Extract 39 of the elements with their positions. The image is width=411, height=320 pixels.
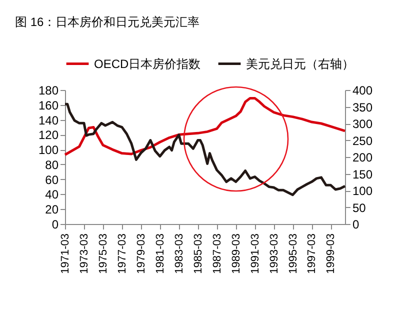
y-tick-label: 140 [38,113,59,128]
legend-label: 美元兑日元（右轴） [246,56,354,71]
x-tick-label: 1993-03 [268,234,280,274]
x-tick-label: 1973-03 [78,234,90,274]
line-series [64,96,346,156]
y-tick-label: 120 [38,128,59,142]
x-tick-label: 1983-03 [173,234,186,274]
x-tick-label: 1989-03 [230,234,242,274]
x-tick-label: 1977-03 [116,234,128,274]
y2-tick-label: 100 [352,184,373,198]
x-tick-label: 1991-03 [249,234,262,274]
x-tick-label: 1979-03 [135,234,148,274]
y2-tick-label: 200 [352,150,373,164]
chart-title: 图 16：日本房价和日元兑美元汇率 [15,15,200,29]
y2-tick-label: 50 [352,200,366,215]
x-tick-label: 1985-03 [192,234,204,274]
y2-tick-label: 250 [352,134,373,148]
x-tick-label: 1995-03 [287,234,300,274]
x-tick-label: 1975-03 [97,234,110,274]
y2-tick-label: 300 [352,117,373,131]
y-tick-label: 80 [45,158,59,172]
y-tick-label: 180 [38,84,59,98]
y-tick-label: 100 [38,143,59,158]
y2-tick-label: 0 [352,218,360,232]
x-tick-label: 1997-03 [306,234,318,274]
y2-tick-label: 350 [352,100,373,114]
y-tick-label: 160 [38,98,59,112]
x-tick-label: 1999-03 [325,234,338,274]
x-tick-label: 1987-03 [211,234,224,274]
y-tick-label: 40 [45,188,59,202]
y-tick-label: 0 [52,218,59,232]
y2-tick-label: 400 [352,84,373,98]
x-tick-label: 1971-03 [60,234,72,274]
legend-label: OECD日本房价指数 [94,56,201,71]
line-series [64,102,346,196]
y2-tick-label: 150 [352,167,373,182]
y-tick-label: 20 [45,202,59,217]
x-tick-label: 1981-03 [154,234,166,274]
y-tick-label: 60 [45,172,59,187]
